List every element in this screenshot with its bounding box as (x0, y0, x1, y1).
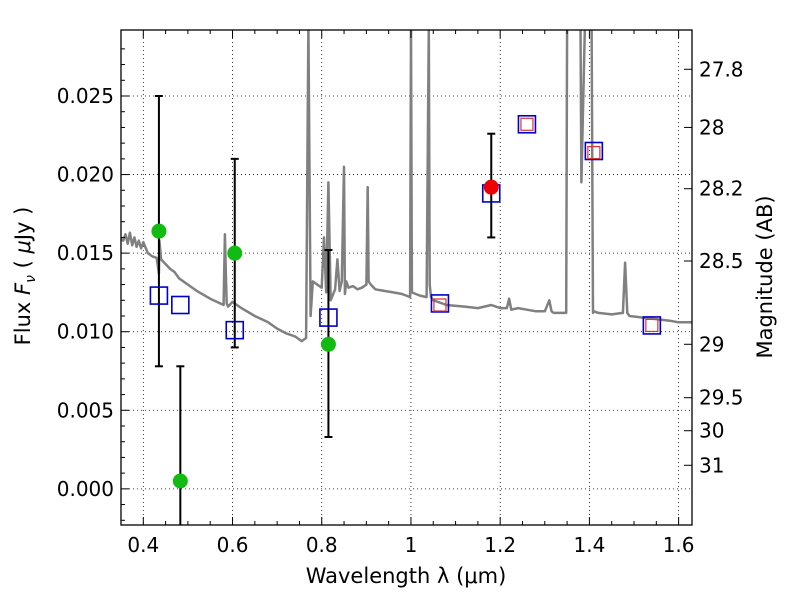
observed-flux-point (172, 473, 188, 489)
axis-labels: Wavelength λ (μm) Flux Fν ( μJy ) Magnit… (11, 195, 777, 588)
y-tick-label: 0.025 (57, 84, 114, 108)
model-photometry-square-red (587, 145, 601, 160)
model-photometry-square (319, 308, 338, 327)
x-tick-label: 0.4 (127, 533, 159, 557)
y-tick-label: 0.000 (57, 477, 114, 501)
model-photometry-square (225, 320, 245, 340)
x-tick-label: 1.6 (663, 533, 695, 557)
model-photometry-square-red (645, 318, 659, 333)
observed-flux-point (227, 245, 243, 261)
x-tick-label: 0.6 (217, 533, 249, 557)
observed-flux-point (151, 223, 167, 239)
right-tick-label: 30 (699, 419, 724, 443)
y-label-F: F (11, 282, 35, 295)
y-tick-label: 0.020 (57, 163, 114, 187)
y-label-nu: ν (23, 275, 39, 283)
observed-flux-point (483, 179, 499, 195)
y-label-unit: Jy ) (11, 207, 35, 243)
right-tick-label: 31 (699, 453, 724, 477)
right-tick-label: 29 (699, 332, 724, 356)
right-tick-label: 28.2 (699, 177, 744, 201)
model-photometry-square (149, 286, 169, 305)
x-tick-label: 1 (405, 533, 418, 557)
plot-frame (120, 29, 693, 526)
model-photometry-square (584, 141, 604, 161)
model-photometry-square (171, 295, 190, 315)
model-photometry-square (642, 316, 662, 335)
model-sed-line (121, 30, 692, 343)
right-tick-label: 27.8 (699, 57, 744, 81)
x-axis-label: Wavelength λ (μm) (306, 564, 507, 588)
plot-area (121, 30, 692, 525)
model-photometry-square-red (520, 117, 534, 131)
model-photometry-square (430, 294, 450, 313)
y-axis-label: Flux Fν ( μJy ) (11, 207, 39, 346)
y-tick-label: 0.005 (57, 398, 114, 422)
y-tick-label: 0.010 (57, 320, 114, 344)
right-tick-label: 29.5 (699, 386, 744, 410)
model-photometry-square-red (433, 298, 447, 312)
observed-flux-point (320, 336, 336, 352)
right-tick-label: 28 (699, 115, 724, 139)
y-label-open: ( (11, 254, 35, 276)
axes: 0.4 0.6 0.8 1 1.2 1.4 1.6 0.000 0.005 0.010 0.015 0… (57, 29, 744, 557)
x-tick-label: 1.4 (573, 533, 605, 557)
x-tick-label: 0.8 (306, 533, 338, 557)
right-tick-label: 28.5 (699, 249, 744, 273)
y-label-flux: Flux (11, 295, 35, 345)
grid (121, 30, 692, 525)
y-label-mu: μ (11, 240, 35, 254)
x-tick-label: 1.2 (484, 533, 516, 557)
right-axis-label: Magnitude (AB) (753, 195, 777, 358)
y-tick-label: 0.015 (57, 241, 114, 265)
model-photometry-square (517, 114, 537, 134)
